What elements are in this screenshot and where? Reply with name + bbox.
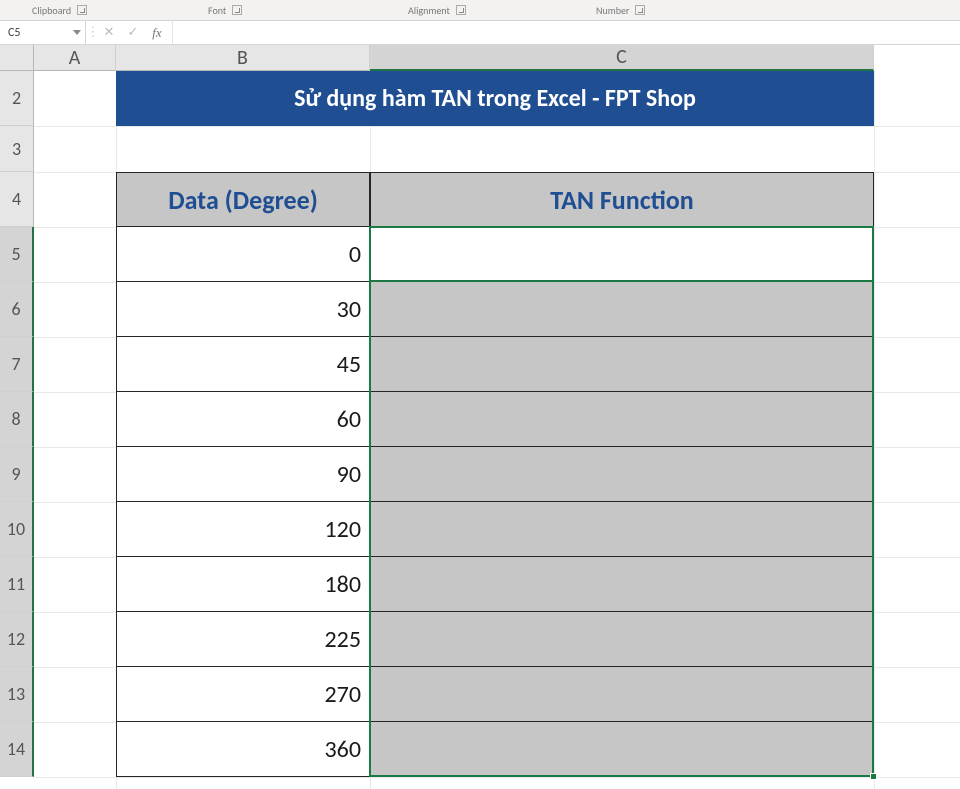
ribbon-group-labels: Clipboard Font Alignment Number [0, 0, 960, 21]
ribbon-group-label: Number [596, 4, 629, 17]
cell-B6[interactable]: 30 [116, 282, 370, 337]
cell-B9[interactable]: 90 [116, 447, 370, 502]
formula-bar-row: C5 ⋮ ✕ ✓ fx [0, 21, 960, 45]
col-header-C[interactable]: C [370, 45, 874, 71]
chevron-down-icon [73, 30, 81, 35]
column-headers: A B C [34, 45, 874, 71]
name-box-value: C5 [8, 26, 20, 40]
cell-B13[interactable]: 270 [116, 667, 370, 722]
cell-B11[interactable]: 180 [116, 557, 370, 612]
fill-handle[interactable] [870, 773, 877, 780]
select-all-corner[interactable] [0, 45, 34, 71]
row-header-4[interactable]: 4 [0, 172, 34, 227]
cell-B7[interactable]: 45 [116, 337, 370, 392]
dialog-launcher-icon[interactable] [77, 5, 87, 15]
table-header-C[interactable]: TAN Function [370, 172, 874, 227]
title-cell[interactable]: Sử dụng hàm TAN trong Excel - FPT Shop [116, 71, 874, 126]
cell-C13[interactable] [370, 667, 874, 722]
cell-B5[interactable]: 0 [116, 227, 370, 282]
separator-icon: ⋮ [90, 21, 96, 44]
row-header-6[interactable]: 6 [0, 282, 34, 337]
row-header-11[interactable]: 11 [0, 557, 34, 612]
row-header-12[interactable]: 12 [0, 612, 34, 667]
cell-C9[interactable] [370, 447, 874, 502]
cell-C8[interactable] [370, 392, 874, 447]
cell-B8[interactable]: 60 [116, 392, 370, 447]
row-header-8[interactable]: 8 [0, 392, 34, 447]
cell-B12[interactable]: 225 [116, 612, 370, 667]
ribbon-group-label: Clipboard [32, 4, 71, 17]
dialog-launcher-icon[interactable] [232, 5, 242, 15]
row-header-14[interactable]: 14 [0, 722, 34, 777]
cell-C12[interactable] [370, 612, 874, 667]
fx-icon[interactable]: fx [146, 21, 168, 44]
worksheet[interactable]: A B C 234567891011121314 Sử dụng hàm TAN… [0, 45, 960, 789]
cell-C10[interactable] [370, 502, 874, 557]
row-headers: 234567891011121314 [0, 71, 34, 777]
col-header-B[interactable]: B [116, 45, 370, 71]
cancel-icon[interactable]: ✕ [98, 21, 120, 44]
ribbon-group-clipboard: Clipboard [32, 4, 87, 17]
row-header-2[interactable]: 2 [0, 71, 34, 126]
ribbon-group-label: Alignment [408, 4, 450, 17]
row-header-5[interactable]: 5 [0, 227, 34, 282]
name-box[interactable]: C5 [0, 21, 86, 44]
cell-C6[interactable] [370, 282, 874, 337]
formula-bar-buttons: ⋮ ✕ ✓ fx [86, 21, 173, 44]
row-header-7[interactable]: 7 [0, 337, 34, 392]
enter-icon[interactable]: ✓ [122, 21, 144, 44]
ribbon-group-label: Font [208, 4, 226, 17]
col-header-A[interactable]: A [34, 45, 116, 71]
formula-bar-input[interactable] [173, 21, 960, 44]
cell-C14[interactable] [370, 722, 874, 777]
row-header-3[interactable]: 3 [0, 126, 34, 172]
dialog-launcher-icon[interactable] [456, 5, 466, 15]
row-header-13[interactable]: 13 [0, 667, 34, 722]
dialog-launcher-icon[interactable] [635, 5, 645, 15]
ribbon-group-alignment: Alignment [408, 4, 466, 17]
cells-area[interactable]: Sử dụng hàm TAN trong Excel - FPT Shop Da… [34, 71, 960, 789]
ribbon-group-font: Font [208, 4, 242, 17]
table-header-B[interactable]: Data (Degree) [116, 172, 370, 227]
cell-C5[interactable] [370, 227, 874, 282]
cell-C7[interactable] [370, 337, 874, 392]
cell-C11[interactable] [370, 557, 874, 612]
ribbon-group-number: Number [596, 4, 645, 17]
row-header-9[interactable]: 9 [0, 447, 34, 502]
cell-B14[interactable]: 360 [116, 722, 370, 777]
cell-B10[interactable]: 120 [116, 502, 370, 557]
row-header-10[interactable]: 10 [0, 502, 34, 557]
